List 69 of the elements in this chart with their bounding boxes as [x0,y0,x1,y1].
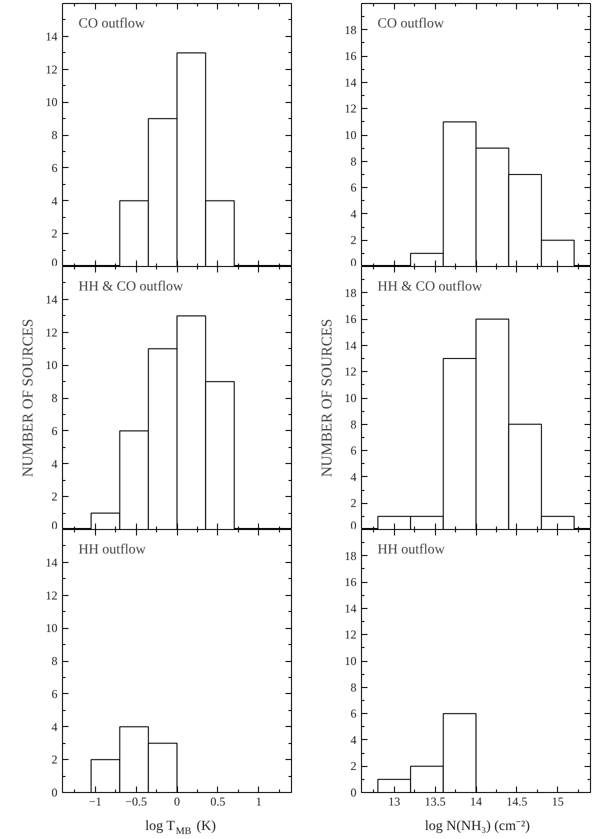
y-tick-label: 4 [350,470,356,484]
y-tick-label: 10 [344,391,356,405]
annotation: HH & CO outflow [378,280,483,294]
y-tick-label: 14 [46,292,58,306]
y-tick-label: 14 [46,555,58,570]
y-tick-label: 12 [46,588,58,602]
y-tick-label: 4 [52,720,58,734]
y-tick-label: 16 [344,575,356,590]
y-tick-label: 4 [52,456,58,471]
y-tick-label: 6 [52,160,58,175]
x-tick-label: 14.5 [506,794,528,808]
y-tick-label: 14 [344,75,356,90]
y-tick-label: 12 [344,364,356,379]
x-tick-label: −1 [88,794,102,808]
y-tick-label: 10 [46,358,58,372]
x-tick-label: 1 [256,794,262,808]
y-tick-label: 16 [344,312,356,326]
y-tick-label: 4 [350,732,356,747]
y-tick-label: 10 [344,128,356,142]
y-tick-label: 8 [52,128,58,142]
x-tick-label: 15 [552,794,564,808]
y-tick-label: 14 [344,338,356,352]
y-tick-label: 4 [52,194,58,208]
x-tick-label: 13 [388,794,400,808]
y-tick-label: 14 [46,29,58,44]
y-tick-label: 12 [46,62,58,76]
x-tick-label: −0.5 [125,794,148,808]
x-tick-label: 0 [174,794,180,808]
y-tick-label: 2 [52,490,58,504]
y-tick-label: 6 [52,686,58,701]
y-tick-label: 8 [350,680,356,694]
y-tick-label: 18 [344,548,356,563]
x-tick-label: 0.5 [210,794,226,808]
y-tick-label: 10 [46,621,58,636]
y-tick-label: 10 [46,95,58,110]
y-tick-label: 8 [52,391,58,405]
x-tick-label: 13.5 [424,794,446,808]
y-tick-label: 10 [344,654,356,668]
annotation: CO outflow [78,16,146,32]
y-tick-label: 14 [344,601,356,616]
y-tick-label: 2 [52,752,58,767]
y-axis-title: NUMBER OF SOURCES [20,318,36,478]
y-tick-label: 8 [350,154,356,168]
annotation: HH outflow [78,542,147,558]
y-tick-label: 12 [46,325,58,340]
y-tick-label: 6 [350,444,356,458]
y-tick-label: 12 [344,102,356,116]
annotation: CO outflow [378,16,445,32]
y-tick-label: 0 [350,786,356,800]
y-axis-title: NUMBER OF SOURCES [320,318,336,478]
y-tick-label: 8 [350,417,356,432]
y-tick-label: 2 [350,496,356,510]
y-tick-label: 12 [344,628,356,642]
annotation: HH & CO outflow [78,280,184,294]
y-tick-label: 6 [350,706,356,721]
y-tick-label: 2 [350,233,356,248]
y-tick-label: 18 [344,286,356,300]
y-tick-label: 4 [350,206,356,221]
y-tick-label: 6 [52,424,58,438]
y-tick-label: 8 [52,654,58,668]
y-tick-label: 0 [52,786,58,800]
annotation: HH outflow [378,542,446,558]
y-tick-label: 16 [344,49,356,64]
y-tick-label: 18 [344,22,356,37]
x-tick-label: 14 [470,794,482,808]
x-axis-title: log N(NH₃) (cm⁻²) [424,819,530,834]
y-tick-label: 2 [350,759,356,774]
y-tick-label: 6 [350,180,356,195]
y-tick-label: 2 [52,226,58,241]
